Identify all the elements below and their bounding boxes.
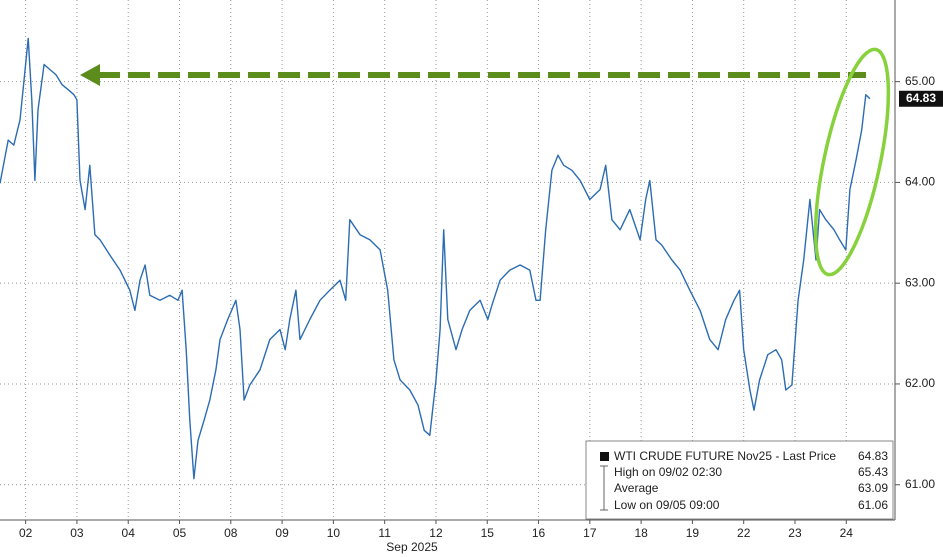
x-tick-label: 05: [173, 526, 187, 540]
x-tick-label: 22: [737, 526, 751, 540]
x-tick-label: 16: [532, 526, 546, 540]
y-tick-label: 63.00: [905, 275, 935, 289]
x-tick-label: 11: [378, 526, 391, 540]
x-axis-title: Sep 2025: [386, 540, 438, 554]
x-tick-label: 09: [275, 526, 289, 540]
legend-swatch: [600, 452, 609, 461]
last-price-box: [899, 90, 943, 107]
x-tick-label: 18: [634, 526, 648, 540]
axes: 61.00 62.00 63.00 64.00 65.00 02 03 04 05 08 09 10 1…: [19, 74, 935, 540]
annotation-arrow: [80, 64, 866, 86]
y-tick-label: 62.00: [905, 376, 935, 390]
legend-label: WTI CRUDE FUTURE Nov25 - Last Price: [614, 449, 836, 463]
legend-box: [585, 440, 894, 520]
last-price-tag: 64.83: [899, 90, 943, 107]
legend-label: High on 09/02 02:30: [614, 465, 722, 479]
legend-value: 61.06: [858, 498, 888, 512]
plot: [0, 37, 871, 480]
arrow-head: [80, 64, 100, 86]
legend-label: Low on 09/05 09:00: [614, 498, 720, 512]
x-tick-label: 12: [429, 526, 443, 540]
y-tick-label: 61.00: [905, 477, 935, 491]
x-tick-label: 19: [686, 526, 700, 540]
y-tick-label: 64.00: [905, 175, 935, 189]
legend-value: 63.09: [858, 481, 888, 495]
x-tick-label: 02: [19, 526, 33, 540]
y-tick-label: 65.00: [905, 74, 935, 88]
x-tick-label: 15: [481, 526, 495, 540]
legend-value: 65.43: [858, 465, 888, 479]
price-line: [0, 37, 871, 480]
legend-value: 64.83: [858, 449, 888, 463]
legend-glyph: [600, 465, 608, 511]
last-price-label: 64.83: [906, 91, 936, 105]
x-tick-label: 10: [327, 526, 341, 540]
x-tick-label: 24: [840, 526, 854, 540]
annotation-ellipse: [813, 47, 891, 277]
x-tick-label: 23: [788, 526, 802, 540]
legend-label: Average: [614, 481, 659, 495]
x-tick-label: 17: [583, 526, 597, 540]
x-tick-label: 08: [224, 526, 238, 540]
x-tick-label: 04: [122, 526, 136, 540]
legend: WTI CRUDE FUTURE Nov25 - Last Price 64.8…: [585, 440, 894, 520]
x-tick-label: 03: [70, 526, 84, 540]
